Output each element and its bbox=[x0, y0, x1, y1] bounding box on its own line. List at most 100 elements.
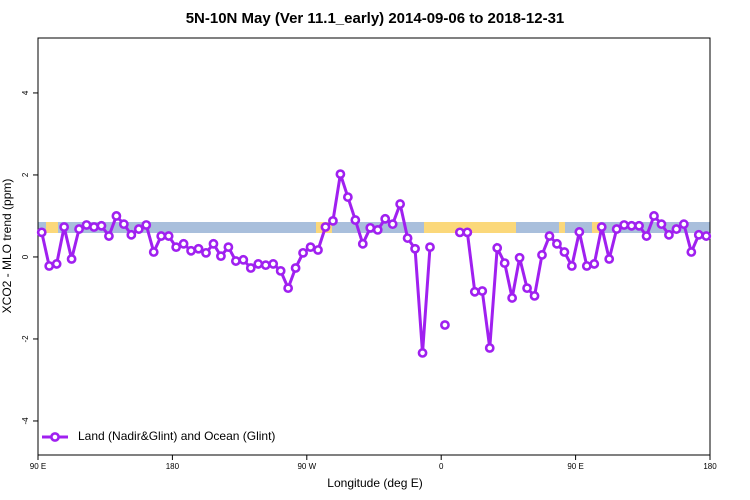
data-point bbox=[589, 259, 600, 269]
data-point bbox=[118, 219, 129, 230]
data-point bbox=[395, 199, 406, 209]
data-point bbox=[74, 224, 84, 234]
data-point bbox=[163, 231, 174, 241]
data-point bbox=[641, 231, 652, 241]
y-tick-label: 4 bbox=[21, 90, 30, 95]
data-point bbox=[238, 254, 249, 265]
data-point bbox=[529, 291, 540, 301]
data-point bbox=[626, 220, 637, 231]
data-point bbox=[440, 320, 450, 330]
data-point bbox=[350, 215, 361, 225]
data-point bbox=[193, 243, 204, 254]
data-point bbox=[671, 224, 682, 234]
data-point bbox=[417, 348, 428, 358]
data-point bbox=[290, 263, 301, 273]
data-point bbox=[298, 247, 308, 258]
data-point bbox=[320, 222, 331, 232]
x-axis-label: Longitude (deg E) bbox=[327, 476, 422, 490]
land-band bbox=[592, 222, 600, 233]
data-point bbox=[544, 231, 555, 241]
data-point bbox=[313, 245, 323, 255]
data-point bbox=[462, 227, 473, 238]
data-point bbox=[387, 219, 398, 230]
data-point bbox=[492, 243, 503, 253]
data-point bbox=[634, 220, 644, 231]
chart-title: 5N-10N May (Ver 11.1_early) 2014-09-06 t… bbox=[186, 10, 565, 27]
x-tick-label: 90 E bbox=[567, 462, 583, 471]
data-point bbox=[253, 259, 264, 269]
data-point bbox=[649, 211, 659, 221]
data-point bbox=[201, 247, 211, 258]
data-point bbox=[664, 229, 674, 240]
data-point bbox=[126, 229, 137, 240]
data-point bbox=[574, 227, 585, 237]
data-point bbox=[230, 256, 241, 266]
data-point bbox=[693, 229, 704, 240]
x-tick-label: 0 bbox=[439, 462, 444, 471]
data-point bbox=[104, 231, 114, 241]
data-point bbox=[619, 220, 630, 230]
data-point bbox=[89, 222, 99, 232]
y-tick-label: 2 bbox=[21, 172, 30, 177]
data-point bbox=[216, 251, 226, 262]
data-point bbox=[484, 343, 495, 353]
y-tick-label: -2 bbox=[21, 335, 30, 343]
data-point bbox=[678, 219, 689, 230]
data-point bbox=[133, 224, 144, 234]
data-point bbox=[59, 222, 70, 232]
data-point bbox=[141, 220, 152, 230]
legend-marker bbox=[50, 432, 60, 442]
plot-frame bbox=[37, 37, 711, 456]
y-tick-label: 0 bbox=[21, 254, 30, 259]
data-point bbox=[559, 247, 570, 257]
data-point bbox=[454, 227, 465, 238]
data-point bbox=[686, 247, 697, 257]
data-point bbox=[148, 247, 159, 257]
data-point bbox=[186, 245, 196, 256]
data-point bbox=[537, 250, 547, 260]
data-point bbox=[499, 258, 510, 269]
data-point bbox=[342, 192, 353, 202]
data-point bbox=[283, 283, 294, 294]
data-point bbox=[328, 215, 338, 226]
data-point bbox=[522, 283, 532, 294]
data-point bbox=[469, 286, 480, 297]
data-point bbox=[365, 222, 376, 233]
data-point bbox=[156, 231, 167, 241]
data-point bbox=[275, 265, 286, 276]
data-point bbox=[581, 261, 592, 271]
data-point bbox=[566, 261, 577, 271]
data-point bbox=[514, 252, 525, 263]
land-band bbox=[559, 222, 565, 233]
data-point bbox=[171, 242, 182, 253]
data-point bbox=[402, 233, 413, 243]
data-point bbox=[611, 224, 622, 234]
data-point bbox=[223, 242, 234, 253]
data-point bbox=[477, 286, 488, 296]
data-point bbox=[268, 259, 279, 269]
land-band bbox=[424, 222, 516, 233]
land-band bbox=[46, 222, 58, 233]
data-point bbox=[604, 254, 615, 264]
data-point bbox=[425, 242, 435, 253]
data-point bbox=[260, 260, 271, 271]
x-tick-label: 90 W bbox=[297, 462, 316, 471]
data-point bbox=[96, 220, 107, 231]
data-point bbox=[335, 169, 346, 180]
x-tick-label: 90 E bbox=[30, 462, 46, 471]
data-point bbox=[701, 231, 712, 241]
data-point bbox=[178, 238, 189, 249]
data-point bbox=[111, 211, 122, 221]
data-point bbox=[305, 242, 316, 253]
y-tick-label: -4 bbox=[21, 417, 30, 425]
data-point bbox=[596, 222, 607, 232]
legend-label: Land (Nadir&Glint) and Ocean (Glint) bbox=[78, 429, 275, 443]
data-point bbox=[66, 254, 77, 264]
y-axis-label: XCO2 - MLO trend (ppm) bbox=[0, 179, 14, 314]
data-point bbox=[410, 243, 420, 254]
data-point bbox=[51, 259, 62, 269]
data-point bbox=[656, 219, 667, 230]
x-tick-label: 180 bbox=[166, 462, 180, 471]
